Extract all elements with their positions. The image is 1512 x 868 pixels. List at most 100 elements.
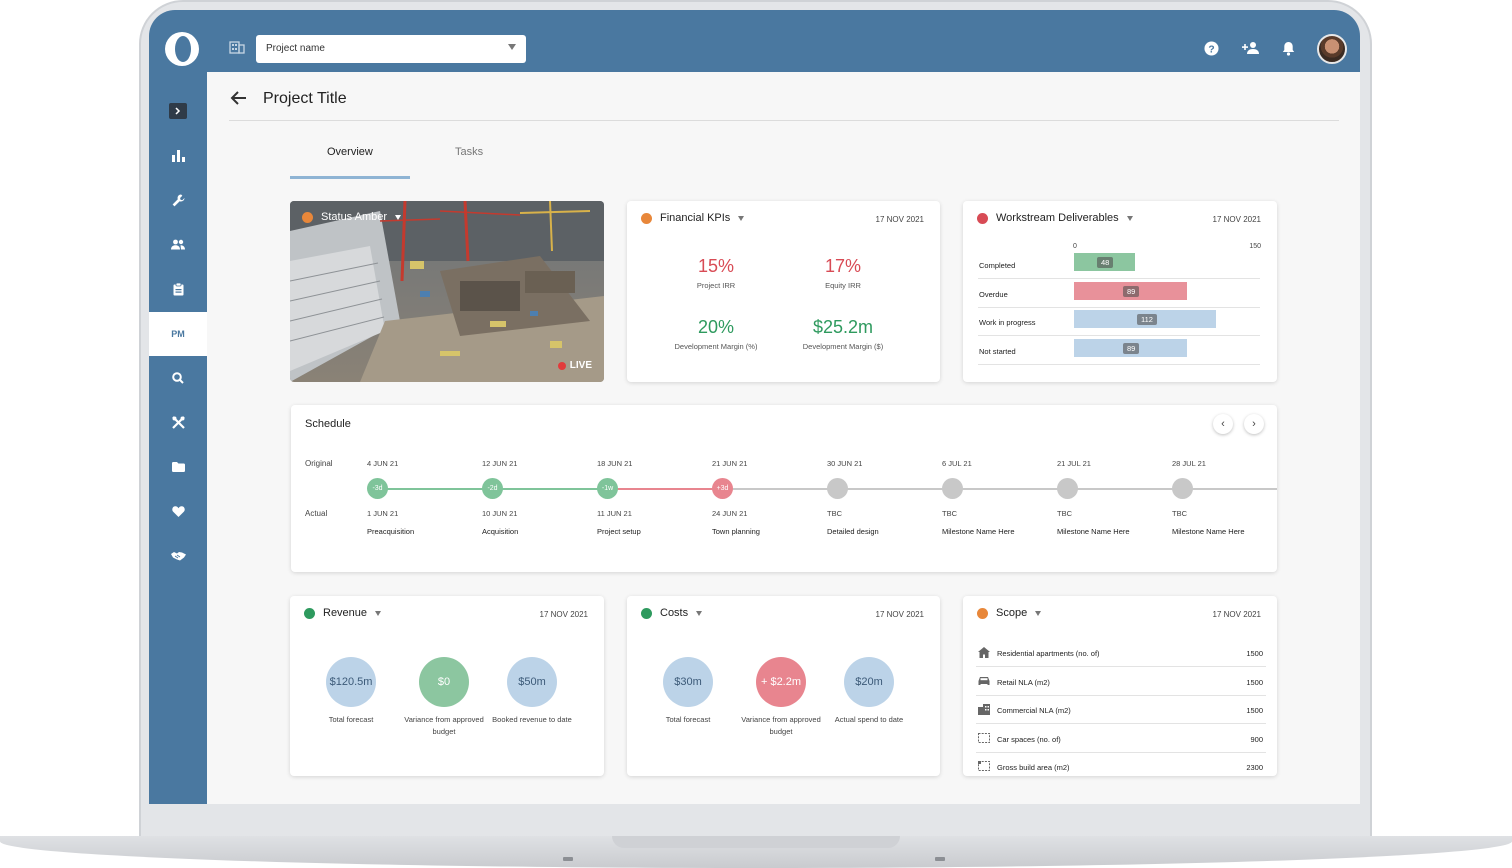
card-title: Revenue bbox=[323, 607, 368, 619]
milestone-actual-date: TBC bbox=[942, 509, 957, 518]
kpi-value: 15% bbox=[697, 256, 735, 276]
milestone[interactable]: 12 JUN 21 -2d 10 JUN 21 Acquisition bbox=[482, 405, 592, 565]
milestone-name: Milestone Name Here bbox=[1172, 527, 1245, 536]
milestone-marker[interactable]: -3d bbox=[367, 478, 388, 499]
app-logo[interactable] bbox=[165, 32, 199, 66]
scope-row: Retail NLA (m2) 1500 bbox=[976, 668, 1266, 696]
top-bar: Project name ? bbox=[149, 10, 1360, 72]
back-arrow-icon[interactable] bbox=[230, 89, 248, 107]
financial-kpis-card: Financial KPIs 17 NOV 2021 15% Project I… bbox=[627, 201, 940, 382]
sidebar-item-build[interactable] bbox=[149, 178, 207, 222]
milestone-marker[interactable] bbox=[827, 478, 848, 499]
sidebar-item-people[interactable] bbox=[149, 222, 207, 266]
page-title: Project Title bbox=[263, 90, 347, 107]
sidebar-item-analytics[interactable] bbox=[149, 134, 207, 178]
project-select[interactable]: Project name bbox=[256, 35, 526, 63]
deliverable-row[interactable]: Work in progress 112 bbox=[978, 308, 1260, 336]
scope-row: Residential apartments (no. of) 1500 bbox=[976, 639, 1266, 667]
scope-value: 1500 bbox=[1246, 677, 1263, 687]
kpi-value: 20% bbox=[697, 317, 735, 337]
timeline-segment bbox=[377, 488, 492, 490]
milestone-marker[interactable]: -1w bbox=[597, 478, 618, 499]
metric-bubble[interactable]: $30m Total forecast bbox=[640, 657, 736, 726]
people-icon bbox=[171, 239, 185, 249]
divider bbox=[229, 120, 1339, 121]
help-icon[interactable]: ? bbox=[1203, 40, 1219, 56]
milestone[interactable]: 4 JUN 21 -3d 1 JUN 21 Preacquisition bbox=[367, 405, 477, 565]
metric-bubble[interactable]: $50m Booked revenue to date bbox=[484, 657, 580, 726]
chevron-left-button[interactable]: ‹ bbox=[1213, 414, 1233, 434]
sidebar-item-tools[interactable] bbox=[149, 400, 207, 444]
deliverable-row[interactable]: Not started 89 bbox=[978, 337, 1260, 365]
milestone[interactable]: 28 JUL 21 TBC Milestone Name Here bbox=[1172, 405, 1277, 565]
site-camera-feed[interactable]: Status Amber LIVE bbox=[290, 201, 604, 382]
deliverable-label: Overdue bbox=[979, 289, 1008, 299]
timeline-segment bbox=[607, 488, 722, 490]
milestone-marker[interactable] bbox=[942, 478, 963, 499]
deliverable-row[interactable]: Completed 48 bbox=[978, 251, 1260, 279]
tab-overview[interactable]: Overview bbox=[327, 146, 373, 158]
metric-bubble[interactable]: $0 Variance from approved budget bbox=[396, 657, 492, 738]
status-selector[interactable]: Status Amber bbox=[302, 211, 402, 223]
add-person-icon[interactable] bbox=[1241, 40, 1261, 56]
card-date: 17 NOV 2021 bbox=[539, 610, 588, 619]
card-header[interactable]: Scope bbox=[977, 607, 1042, 619]
sidebar-item-files[interactable] bbox=[149, 445, 207, 489]
milestone-marker[interactable]: +3d bbox=[712, 478, 733, 499]
sidebar-item-reports[interactable] bbox=[149, 267, 207, 311]
milestone-marker[interactable] bbox=[1172, 478, 1193, 499]
milestone[interactable]: 6 JUL 21 TBC Milestone Name Here bbox=[942, 405, 1052, 565]
active-tab-indicator bbox=[290, 176, 410, 179]
sidebar-item-expand[interactable] bbox=[149, 89, 207, 133]
milestone-marker[interactable]: -2d bbox=[482, 478, 503, 499]
scope-value: 1500 bbox=[1246, 649, 1263, 658]
metric-label: Total forecast bbox=[665, 715, 711, 724]
milestone[interactable]: 30 JUN 21 TBC Detailed design bbox=[827, 405, 937, 565]
metric-label: Actual spend to date bbox=[834, 715, 904, 724]
card-header[interactable]: Revenue bbox=[304, 607, 382, 619]
milestone-actual-date: 11 JUN 21 bbox=[597, 509, 632, 518]
timeline-segment bbox=[492, 488, 607, 490]
bell-icon[interactable] bbox=[1280, 40, 1296, 56]
deliverable-row[interactable]: Overdue 89 bbox=[978, 280, 1260, 308]
live-indicator: LIVE bbox=[557, 360, 592, 371]
card-header[interactable]: Costs bbox=[641, 607, 703, 619]
metric-label: Total forecast bbox=[328, 715, 374, 724]
building-icon[interactable] bbox=[229, 39, 245, 55]
milestone-actual-date: 1 JUN 21 bbox=[367, 509, 399, 518]
kpi-label: Development Margin (%) bbox=[674, 342, 758, 351]
chevron-down-icon bbox=[1035, 610, 1042, 616]
sidebar-item-health[interactable] bbox=[149, 489, 207, 533]
milestone[interactable]: 21 JUN 21 +3d 24 JUN 21 Town planning bbox=[712, 405, 822, 565]
card-title: Workstream Deliverables bbox=[996, 212, 1119, 224]
sidebar-item-label: PM bbox=[171, 329, 185, 339]
chevron-right-button[interactable]: › bbox=[1244, 414, 1264, 434]
card-header[interactable]: Financial KPIs bbox=[641, 212, 745, 224]
chevron-down-icon bbox=[508, 44, 516, 50]
milestone-original-date: 4 JUN 21 bbox=[367, 459, 399, 468]
metric-bubble[interactable]: $120.5m Total forecast bbox=[303, 657, 399, 726]
metric-bubble[interactable]: + $2.2m Variance from approved budget bbox=[733, 657, 829, 738]
card-header[interactable]: Workstream Deliverables bbox=[977, 212, 1133, 224]
scope-value: 900 bbox=[1250, 734, 1263, 744]
folder-icon bbox=[171, 462, 185, 472]
metric-bubble[interactable]: $20m Actual spend to date bbox=[821, 657, 917, 726]
milestone-actual-date: 24 JUN 21 bbox=[712, 509, 748, 518]
sidebar-item-partners[interactable] bbox=[149, 534, 207, 578]
live-label: LIVE bbox=[569, 360, 592, 371]
tab-tasks[interactable]: Tasks bbox=[455, 146, 484, 158]
milestone-original-date: 12 JUN 21 bbox=[482, 459, 518, 468]
card-title: Schedule bbox=[305, 418, 351, 430]
sidebar-item-pm[interactable]: PM bbox=[149, 312, 207, 356]
chevron-down-icon bbox=[738, 215, 745, 221]
milestone-marker[interactable] bbox=[1057, 478, 1078, 499]
avatar[interactable] bbox=[1317, 34, 1347, 64]
milestone-actual-date: 10 JUN 21 bbox=[482, 509, 518, 518]
milestone[interactable]: 21 JUL 21 TBC Milestone Name Here bbox=[1057, 405, 1167, 565]
milestone-name: Project setup bbox=[597, 527, 641, 536]
milestone[interactable]: 18 JUN 21 -1w 11 JUN 21 Project setup bbox=[597, 405, 707, 565]
deliverable-count: 112 bbox=[1137, 314, 1157, 325]
heart-icon bbox=[171, 505, 185, 517]
metric-value: $30m bbox=[663, 657, 713, 707]
sidebar-item-search[interactable] bbox=[149, 356, 207, 400]
